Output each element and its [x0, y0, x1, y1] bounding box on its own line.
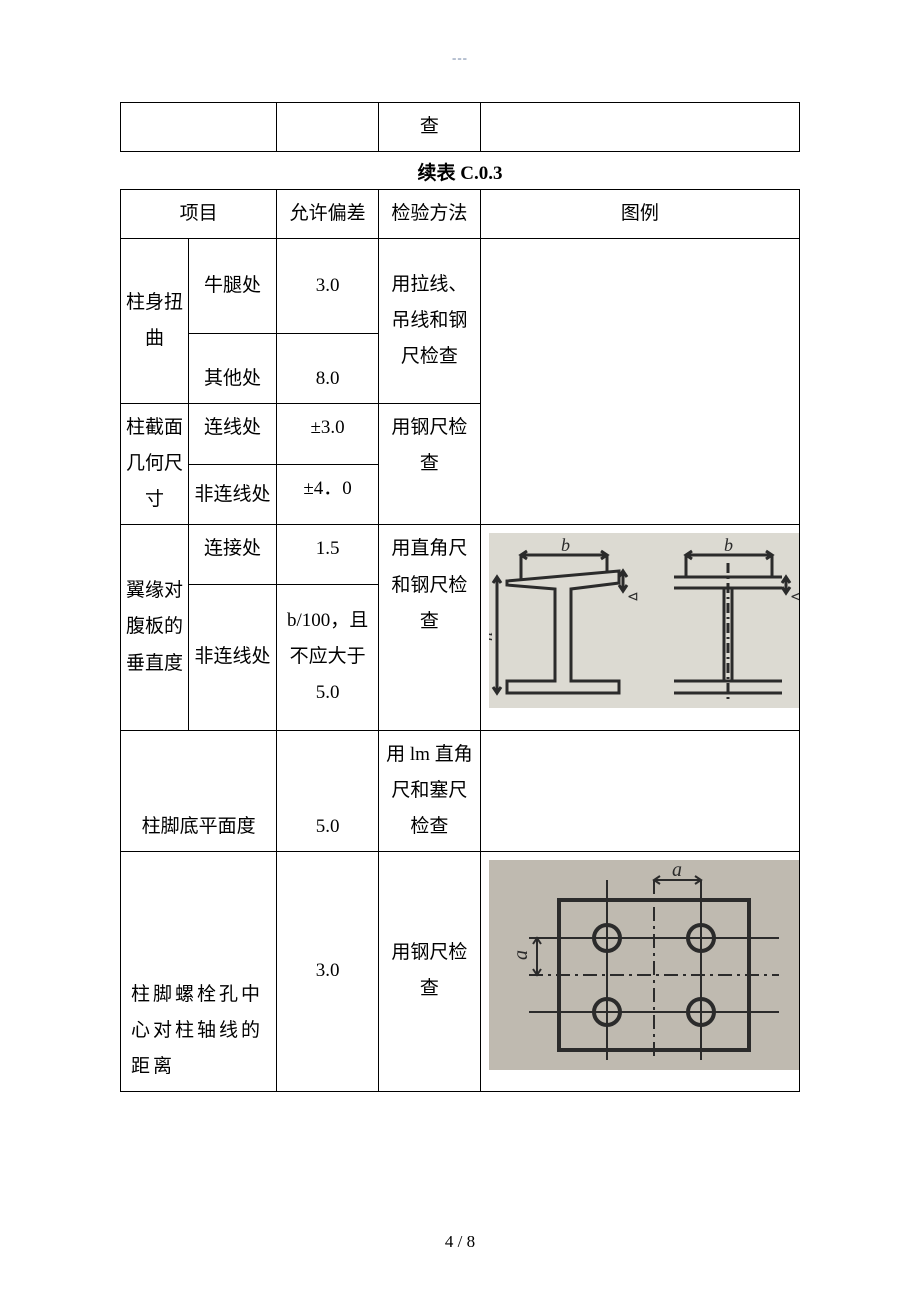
r1-sub1: 牛腿处 — [188, 239, 276, 334]
r2-label: 柱截面几何尺寸 — [121, 404, 189, 525]
table-row: 柱身扭曲 牛腿处 3.0 用拉线、吊线和钢尺检查 — [121, 239, 800, 334]
hdr-method: 检验方法 — [379, 190, 481, 239]
r2-tol2: ±4．0 — [277, 464, 379, 525]
r4-method: 用 lm 直角尺和塞尺检查 — [379, 730, 481, 851]
label-a-top: a — [672, 860, 682, 881]
r5-method: 用钢尺检查 — [379, 851, 481, 1091]
r2-sub2: 非连线处 — [188, 464, 276, 525]
r5-diagram-cell: a a — [480, 851, 799, 1091]
r2-tol1: ±3.0 — [277, 404, 379, 465]
label-b1: b — [561, 535, 570, 555]
r4-label: 柱脚底平面度 — [121, 730, 277, 851]
hdr-item: 项目 — [121, 190, 277, 239]
table-row: 翼缘对腹板的垂直度 连接处 1.5 用直角尺和钢尺检查 — [121, 525, 800, 584]
r2-sub1: 连线处 — [188, 404, 276, 465]
top-c2 — [277, 103, 379, 152]
top-table-fragment: 查 — [120, 102, 800, 152]
r1-tol2: 8.0 — [277, 334, 379, 404]
r4-diagram — [480, 730, 799, 851]
ibeam-diagram: b h ⊲ — [489, 533, 799, 708]
baseplate-diagram: a a — [489, 860, 799, 1070]
page-number: 4 / 8 — [0, 1232, 920, 1252]
r1-method: 用拉线、吊线和钢尺检查 — [379, 239, 481, 404]
r2-method: 用钢尺检查 — [379, 404, 481, 525]
top-c3: 查 — [379, 103, 481, 152]
r3-tol2: b/100，且不应大于 5.0 — [277, 584, 379, 730]
table-row: 柱脚底平面度 5.0 用 lm 直角尺和塞尺检查 — [121, 730, 800, 851]
label-h: h — [489, 632, 496, 641]
r1-diagram — [480, 239, 799, 525]
header-row: 项目 允许偏差 检验方法 图例 — [121, 190, 800, 239]
r1-sub2: 其他处 — [188, 334, 276, 404]
r1-tol1: 3.0 — [277, 239, 379, 334]
r1-label: 柱身扭曲 — [121, 239, 189, 404]
label-b2: b — [724, 535, 733, 555]
r5-tol: 3.0 — [277, 851, 379, 1091]
r3-sub2: 非连线处 — [188, 584, 276, 730]
top-marker: --- — [120, 50, 800, 66]
table-caption: 续表 C.0.3 — [120, 158, 800, 185]
top-c4 — [480, 103, 799, 152]
label-delta1: ⊲ — [627, 590, 639, 605]
main-table: 项目 允许偏差 检验方法 图例 柱身扭曲 牛腿处 3.0 用拉线、吊线和钢尺检查… — [120, 189, 800, 1092]
r3-tol1: 1.5 — [277, 525, 379, 584]
r3-label: 翼缘对腹板的垂直度 — [121, 525, 189, 730]
label-a-left: a — [510, 950, 532, 960]
hdr-diagram: 图例 — [480, 190, 799, 239]
hdr-tol: 允许偏差 — [277, 190, 379, 239]
r3-diagram-cell: b h ⊲ — [480, 525, 799, 730]
r5-label: 柱脚螺栓孔中心对柱轴线的距离 — [121, 851, 277, 1091]
table-row: 柱脚螺栓孔中心对柱轴线的距离 3.0 用钢尺检查 — [121, 851, 800, 1091]
r4-tol: 5.0 — [277, 730, 379, 851]
r3-method: 用直角尺和钢尺检查 — [379, 525, 481, 730]
label-delta2: ⊲ — [790, 590, 799, 605]
r3-sub1: 连接处 — [188, 525, 276, 584]
top-c1 — [121, 103, 277, 152]
